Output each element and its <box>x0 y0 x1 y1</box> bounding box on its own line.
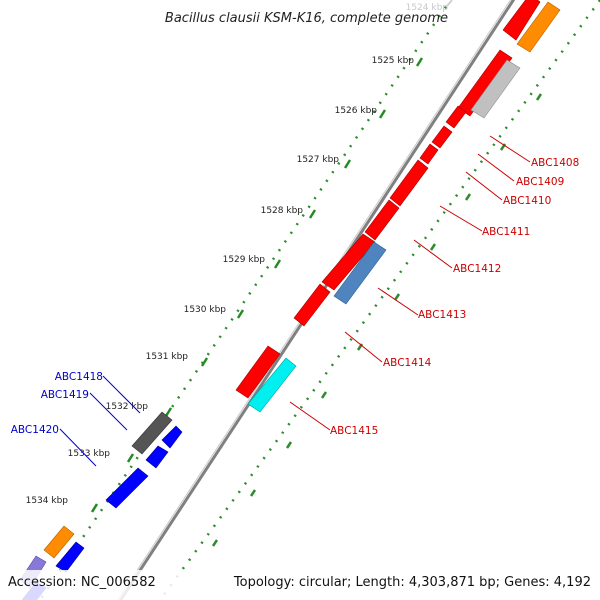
footer-backdrop <box>0 570 600 600</box>
gene-orange-bottom[interactable] <box>43 525 75 559</box>
gene-label-ABC1410[interactable]: ABC1410 <box>503 195 551 207</box>
gene-label-ABC1415[interactable]: ABC1415 <box>330 425 378 437</box>
gene-ABC1412b[interactable] <box>321 233 376 291</box>
outer-tick-track <box>38 0 453 600</box>
gene-ABC1415[interactable] <box>247 357 297 413</box>
tick-1531: 1531 kbp <box>146 352 209 367</box>
accession-text: Accession: NC_006582 <box>8 575 156 590</box>
tick-1527: 1527 kbp <box>297 155 352 169</box>
gene-ABC1415-upper[interactable] <box>235 345 281 399</box>
gene-ABC1408[interactable] <box>445 105 467 129</box>
gene-ABC1414[interactable] <box>293 283 331 327</box>
tick-label: 1525 kbp <box>372 56 415 66</box>
gene-label-ABC1408[interactable]: ABC1408 <box>531 157 579 169</box>
tick-label: 1531 kbp <box>146 352 189 362</box>
tick-1528: 1528 kbp <box>261 206 317 219</box>
tick-label: 1524 kbp <box>406 3 449 13</box>
tick-1525: 1525 kbp <box>372 56 424 67</box>
gene-ABC1419[interactable] <box>145 445 169 469</box>
gene-label-ABC1418[interactable]: ABC1418 <box>55 371 103 383</box>
gene-ABC1409[interactable] <box>431 125 453 149</box>
leader-lines-red <box>289 135 531 431</box>
tick-label: 1527 kbp <box>297 155 340 165</box>
gene-arrow-grey[interactable] <box>470 59 521 119</box>
gene-ABC1420[interactable] <box>105 467 149 509</box>
tick-1534: 1534 kbp <box>26 496 99 513</box>
gene-ABC1410[interactable] <box>419 143 439 165</box>
gene-label-ABC1413[interactable]: ABC1413 <box>418 309 466 321</box>
gene-label-ABC1411[interactable]: ABC1411 <box>482 226 530 238</box>
gene-ABC1413[interactable] <box>333 241 387 305</box>
gene-ABC1411[interactable] <box>389 159 429 207</box>
tick-label: 1528 kbp <box>261 206 304 216</box>
gene-ABC1418[interactable] <box>131 411 173 455</box>
gene-arrow-top-3[interactable] <box>457 49 513 117</box>
gene-label-ABC1420[interactable]: ABC1420 <box>11 424 59 436</box>
tick-label: 1532 kbp <box>106 402 149 412</box>
tick-1524: 1524 kbp <box>406 0 453 13</box>
tick-1530: 1530 kbp <box>184 305 245 319</box>
tick-label: 1530 kbp <box>184 305 227 315</box>
tick-1533: 1533 kbp <box>68 449 135 463</box>
tick-label: 1526 kbp <box>335 106 378 116</box>
tick-label: 1529 kbp <box>223 255 266 265</box>
topology-text: Topology: circular; Length: 4,303,871 bp… <box>233 575 591 590</box>
tick-label: 1534 kbp <box>26 496 69 506</box>
tick-1532: 1532 kbp <box>106 402 173 417</box>
tick-label: 1533 kbp <box>68 449 111 459</box>
inner-track-ticks <box>211 93 543 547</box>
gene-label-ABC1412[interactable]: ABC1412 <box>453 263 501 275</box>
gene-track-reverse <box>19 241 387 600</box>
gene-label-ABC1409[interactable]: ABC1409 <box>516 176 564 188</box>
gene-track-forward <box>235 0 561 399</box>
gene-ABC1419b[interactable] <box>161 425 183 449</box>
gene-ABC1412[interactable] <box>364 199 400 241</box>
tick-1526: 1526 kbp <box>335 106 387 119</box>
gene-label-ABC1414[interactable]: ABC1414 <box>383 357 432 369</box>
tick-1529: 1529 kbp <box>223 255 282 269</box>
gene-label-ABC1419[interactable]: ABC1419 <box>41 389 89 401</box>
gene-arrow-top-1[interactable] <box>502 0 541 41</box>
gene-arrow-top-2[interactable] <box>516 1 561 53</box>
leader-lines-blue <box>59 375 141 467</box>
map-title: Bacillus clausii KSM-K16, complete genom… <box>165 11 448 26</box>
inner-tick-track <box>158 0 600 600</box>
